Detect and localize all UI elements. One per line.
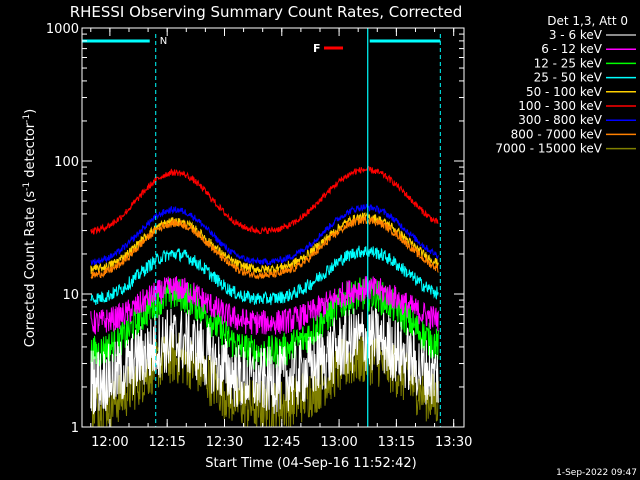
series-line-5 bbox=[90, 165, 439, 235]
series-line-7 bbox=[90, 215, 439, 280]
series-layer bbox=[90, 165, 439, 427]
y-axis-label: Corrected Count Rate (s-1 detector-1) bbox=[22, 109, 38, 347]
y-label-part2: detector bbox=[23, 122, 38, 182]
plot-area: NF bbox=[82, 28, 441, 427]
x-tick-label: 13:00 bbox=[320, 435, 357, 450]
series-line-6 bbox=[90, 203, 439, 267]
x-tick-label: 13:30 bbox=[435, 435, 472, 450]
series-line-3 bbox=[90, 245, 439, 306]
legend-label: 300 - 800 keV bbox=[518, 113, 602, 127]
legend-label: 50 - 100 keV bbox=[526, 85, 603, 99]
x-tick-label: 12:15 bbox=[148, 435, 185, 450]
y-label-sup1: -1 bbox=[22, 182, 32, 191]
y-axis: 1 10 100 1000 bbox=[46, 22, 464, 436]
legend-label: 7000 - 15000 keV bbox=[495, 142, 602, 156]
series-line-1 bbox=[90, 276, 439, 335]
y-label-part3: ) bbox=[23, 109, 38, 114]
y-tick-label: 1000 bbox=[46, 22, 79, 37]
legend-label: 100 - 300 keV bbox=[518, 99, 602, 113]
footer-timestamp: 1-Sep-2022 09:47 bbox=[556, 468, 637, 478]
x-tick-label: 12:30 bbox=[206, 435, 243, 450]
x-axis: 12:00 12:15 12:30 12:45 13:00 13:15 13:30 bbox=[90, 28, 472, 450]
y-tick-label: 10 bbox=[62, 288, 79, 303]
legend-label: 800 - 7000 keV bbox=[511, 127, 603, 141]
x-tick-label: 13:15 bbox=[378, 435, 415, 450]
chart-title: RHESSI Observing Summary Count Rates, Co… bbox=[70, 3, 463, 21]
x-axis-label: Start Time (04-Sep-16 11:52:42) bbox=[205, 456, 416, 471]
plot-frame bbox=[81, 27, 465, 428]
night-label: N bbox=[160, 36, 167, 47]
legend-label: 3 - 6 keV bbox=[549, 28, 603, 42]
x-tick-label: 12:00 bbox=[91, 435, 128, 450]
y-label-sup2: -1 bbox=[22, 114, 32, 123]
legend-label: 6 - 12 keV bbox=[541, 42, 603, 56]
y-tick-label: 100 bbox=[54, 155, 79, 170]
legend-header: Det 1,3, Att 0 bbox=[547, 14, 628, 28]
marker-layer: NF bbox=[82, 28, 441, 427]
y-tick-label: 1 bbox=[71, 421, 79, 436]
flare-label: F bbox=[313, 42, 321, 55]
series-line-0 bbox=[90, 306, 439, 415]
y-label-part1: Corrected Count Rate (s bbox=[23, 191, 38, 348]
legend-label: 25 - 50 keV bbox=[534, 71, 603, 85]
legend-label: 12 - 25 keV bbox=[534, 56, 603, 70]
x-tick-label: 12:45 bbox=[263, 435, 300, 450]
